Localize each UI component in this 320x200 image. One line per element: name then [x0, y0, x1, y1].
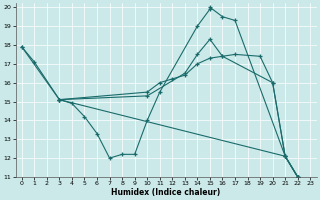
X-axis label: Humidex (Indice chaleur): Humidex (Indice chaleur)	[111, 188, 221, 197]
